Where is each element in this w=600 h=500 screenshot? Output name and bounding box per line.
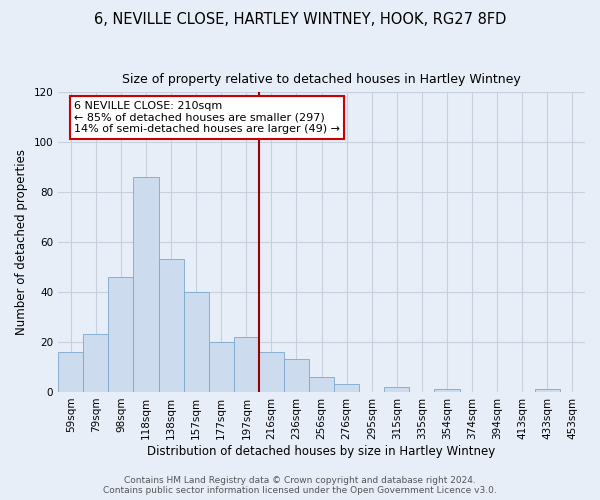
Bar — [158, 260, 184, 392]
Bar — [133, 177, 158, 392]
Bar — [385, 387, 409, 392]
Bar — [234, 337, 259, 392]
Bar — [58, 352, 83, 392]
Bar — [434, 390, 460, 392]
Bar — [83, 334, 109, 392]
Y-axis label: Number of detached properties: Number of detached properties — [15, 149, 28, 335]
Bar — [184, 292, 209, 392]
Title: Size of property relative to detached houses in Hartley Wintney: Size of property relative to detached ho… — [122, 74, 521, 86]
Bar — [259, 352, 284, 392]
Text: Contains HM Land Registry data © Crown copyright and database right 2024.
Contai: Contains HM Land Registry data © Crown c… — [103, 476, 497, 495]
Text: 6 NEVILLE CLOSE: 210sqm
← 85% of detached houses are smaller (297)
14% of semi-d: 6 NEVILLE CLOSE: 210sqm ← 85% of detache… — [74, 101, 340, 134]
Text: 6, NEVILLE CLOSE, HARTLEY WINTNEY, HOOK, RG27 8FD: 6, NEVILLE CLOSE, HARTLEY WINTNEY, HOOK,… — [94, 12, 506, 28]
Bar — [309, 377, 334, 392]
Bar — [535, 390, 560, 392]
Bar — [334, 384, 359, 392]
Bar — [284, 360, 309, 392]
Bar — [109, 277, 133, 392]
Bar — [209, 342, 234, 392]
X-axis label: Distribution of detached houses by size in Hartley Wintney: Distribution of detached houses by size … — [148, 444, 496, 458]
